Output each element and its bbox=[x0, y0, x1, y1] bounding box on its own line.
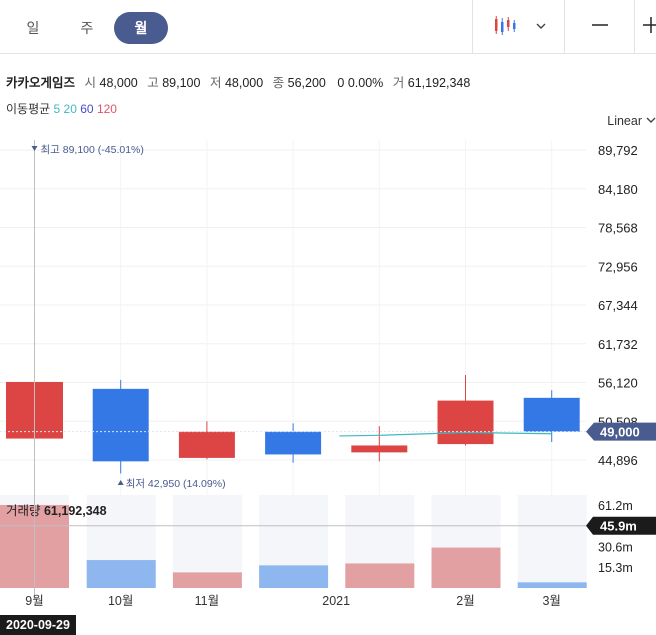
ma-60: 60 bbox=[80, 102, 94, 116]
price-tick-label: 84,180 bbox=[598, 182, 638, 197]
candlestick-icon bbox=[492, 12, 518, 43]
high-marker-icon bbox=[31, 146, 38, 151]
chevron-down-icon bbox=[646, 114, 656, 128]
volume-bar bbox=[431, 547, 501, 588]
moving-average-line bbox=[339, 431, 552, 437]
minus-icon bbox=[590, 15, 610, 40]
current-volume-label: 45.9m bbox=[600, 519, 637, 534]
time-tick-label: 11월 bbox=[195, 594, 219, 608]
volume-bar-background bbox=[517, 495, 587, 588]
volume-tick-label: 15.3m bbox=[598, 561, 633, 575]
current-volume-badge bbox=[586, 516, 656, 535]
top-toolbar: 일 주 월 bbox=[0, 0, 656, 54]
volume-bar bbox=[345, 563, 415, 588]
low-label: 저 bbox=[209, 76, 222, 90]
volume-value-header: 61,192,348 bbox=[407, 76, 471, 90]
volume-label-short: 거 bbox=[392, 76, 405, 90]
zoom-in-button[interactable] bbox=[634, 0, 656, 54]
time-tick-label: 2021 bbox=[322, 594, 350, 608]
price-tick-label: 72,956 bbox=[598, 259, 638, 274]
volume-label: 거래량 61,192,348 bbox=[6, 504, 107, 518]
candle-body bbox=[178, 431, 235, 458]
open-value: 48,000 bbox=[99, 76, 138, 90]
stock-name: 카카오게임즈 bbox=[6, 76, 76, 90]
tab-weekly[interactable]: 주 bbox=[80, 20, 94, 36]
ma-20: 20 bbox=[63, 102, 77, 116]
volume-bar bbox=[517, 582, 587, 588]
candle-body bbox=[92, 388, 149, 462]
ma-5: 5 bbox=[53, 102, 61, 116]
moving-average-legend: 이동평균 5 20 60 120 bbox=[6, 100, 117, 117]
tab-daily[interactable]: 일 bbox=[26, 20, 40, 36]
volume-tick-label: 61.2m bbox=[598, 499, 633, 513]
plus-icon bbox=[641, 15, 656, 40]
low-value: 48,000 bbox=[224, 76, 264, 90]
candle-body bbox=[351, 445, 408, 453]
current-price-badge bbox=[586, 422, 656, 441]
volume-tick-label: 30.6m bbox=[598, 540, 633, 554]
time-tick-label: 2월 bbox=[456, 594, 474, 608]
scale-label: Linear bbox=[607, 114, 642, 128]
volume-bar bbox=[86, 560, 156, 588]
zoom-out-button[interactable] bbox=[564, 0, 634, 54]
tab-monthly[interactable]: 월 bbox=[114, 12, 168, 44]
high-value: 89,100 bbox=[162, 76, 201, 90]
low-annotation: 최저 42,950 (14.09%) bbox=[126, 478, 226, 490]
change-percent: 0.00% bbox=[347, 76, 384, 90]
scale-selector[interactable]: Linear bbox=[607, 114, 656, 128]
volume-bar bbox=[172, 572, 242, 588]
candle-body bbox=[265, 431, 322, 455]
high-label: 고 bbox=[147, 76, 159, 90]
current-price-label: 49,000 bbox=[600, 425, 640, 440]
candle-body bbox=[523, 397, 580, 432]
close-label: 종 bbox=[272, 76, 285, 90]
price-tick-label: 61,732 bbox=[598, 337, 638, 352]
price-tick-label: 67,344 bbox=[598, 298, 638, 313]
low-marker-icon bbox=[117, 480, 124, 485]
volume-bar bbox=[259, 565, 329, 588]
open-label: 시 bbox=[84, 76, 97, 90]
time-tick-label: 9월 bbox=[25, 594, 43, 608]
price-tick-label: 89,792 bbox=[598, 143, 638, 158]
crosshair-date-badge: 2020-09-29 bbox=[0, 615, 76, 635]
moving-average-label: 이동평균 bbox=[6, 102, 51, 116]
time-tick-label: 3월 bbox=[542, 594, 560, 608]
price-tick-label: 78,568 bbox=[598, 221, 638, 236]
ma-120: 120 bbox=[96, 102, 117, 116]
close-value: 56,200 bbox=[287, 76, 326, 90]
chart-type-selector[interactable] bbox=[472, 0, 564, 54]
change-value: 0 bbox=[337, 76, 345, 90]
stock-info-line: 카카오게임즈 시 48,000 고 89,100 저 48,000 종 56,2… bbox=[6, 72, 470, 91]
chevron-down-icon bbox=[536, 18, 546, 36]
price-tick-label: 44,896 bbox=[598, 453, 638, 468]
candle-body bbox=[437, 400, 494, 445]
high-annotation: 최고 89,100 (-45.01%) bbox=[41, 144, 144, 156]
time-tick-label: 10월 bbox=[108, 594, 133, 608]
price-tick-label: 56,120 bbox=[598, 376, 638, 391]
volume-value: 61,192,348 bbox=[44, 504, 107, 518]
